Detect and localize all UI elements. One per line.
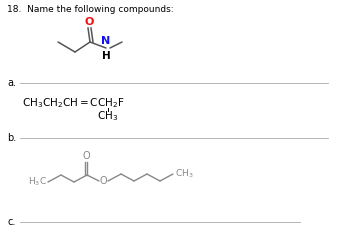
Text: O: O	[84, 17, 94, 27]
Text: N: N	[102, 36, 111, 46]
Text: 18.  Name the following compounds:: 18. Name the following compounds:	[7, 5, 174, 14]
Text: c.: c.	[7, 217, 15, 227]
Text: a.: a.	[7, 78, 16, 88]
Text: CH$_3$: CH$_3$	[175, 168, 194, 180]
Text: O: O	[82, 151, 90, 161]
Text: O: O	[100, 176, 108, 186]
Text: CH$_3$: CH$_3$	[97, 109, 119, 123]
Text: H: H	[102, 51, 110, 61]
Text: CH$_3$CH$_2$CH$=$CCH$_2$F: CH$_3$CH$_2$CH$=$CCH$_2$F	[22, 96, 125, 110]
Text: b.: b.	[7, 133, 16, 143]
Text: H$_3$C: H$_3$C	[28, 176, 47, 188]
